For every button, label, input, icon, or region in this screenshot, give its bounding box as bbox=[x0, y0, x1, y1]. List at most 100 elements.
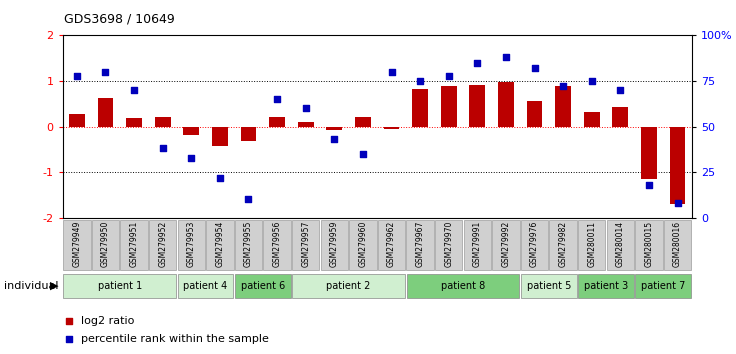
Bar bbox=[98, 98, 113, 127]
Text: patient 4: patient 4 bbox=[183, 281, 227, 291]
Text: GSM279955: GSM279955 bbox=[244, 221, 253, 267]
Text: GSM279992: GSM279992 bbox=[501, 221, 511, 267]
Text: GSM279967: GSM279967 bbox=[416, 221, 425, 267]
Point bbox=[128, 87, 140, 93]
Point bbox=[557, 84, 569, 89]
Point bbox=[357, 151, 369, 157]
Point bbox=[428, 53, 440, 58]
FancyBboxPatch shape bbox=[206, 220, 233, 270]
Text: GSM279952: GSM279952 bbox=[158, 221, 167, 267]
Bar bbox=[327, 127, 342, 130]
FancyBboxPatch shape bbox=[578, 274, 634, 298]
Bar bbox=[555, 86, 571, 127]
FancyBboxPatch shape bbox=[578, 220, 606, 270]
FancyBboxPatch shape bbox=[292, 220, 319, 270]
Point bbox=[99, 69, 111, 75]
Point bbox=[386, 69, 397, 75]
Text: GSM280016: GSM280016 bbox=[673, 221, 682, 267]
Point bbox=[586, 78, 598, 84]
Point bbox=[271, 96, 283, 102]
Bar bbox=[126, 118, 142, 127]
Point bbox=[528, 65, 540, 71]
FancyBboxPatch shape bbox=[606, 220, 634, 270]
Point bbox=[643, 182, 655, 188]
Text: GSM279957: GSM279957 bbox=[301, 221, 310, 267]
FancyBboxPatch shape bbox=[92, 220, 119, 270]
FancyBboxPatch shape bbox=[178, 274, 233, 298]
Text: patient 2: patient 2 bbox=[326, 281, 371, 291]
Text: GSM280011: GSM280011 bbox=[587, 221, 596, 267]
FancyBboxPatch shape bbox=[63, 274, 176, 298]
Bar bbox=[441, 86, 456, 127]
Bar bbox=[241, 127, 256, 141]
Bar bbox=[641, 127, 657, 179]
Point bbox=[672, 200, 684, 206]
Text: patient 3: patient 3 bbox=[584, 281, 628, 291]
FancyBboxPatch shape bbox=[378, 220, 406, 270]
FancyBboxPatch shape bbox=[664, 220, 691, 270]
Text: GSM279953: GSM279953 bbox=[187, 221, 196, 267]
Text: GSM279976: GSM279976 bbox=[530, 221, 539, 267]
FancyBboxPatch shape bbox=[149, 220, 177, 270]
FancyBboxPatch shape bbox=[549, 220, 577, 270]
FancyBboxPatch shape bbox=[492, 220, 520, 270]
Text: patient 5: patient 5 bbox=[527, 281, 571, 291]
Bar bbox=[412, 89, 428, 127]
Point bbox=[443, 73, 455, 78]
FancyBboxPatch shape bbox=[121, 220, 148, 270]
Text: GSM280014: GSM280014 bbox=[616, 221, 625, 267]
Point bbox=[500, 55, 512, 60]
FancyBboxPatch shape bbox=[321, 220, 348, 270]
Bar bbox=[298, 122, 314, 127]
FancyBboxPatch shape bbox=[406, 220, 434, 270]
Bar bbox=[670, 127, 685, 204]
Text: GSM279950: GSM279950 bbox=[101, 221, 110, 267]
Text: patient 6: patient 6 bbox=[241, 281, 285, 291]
Point bbox=[414, 78, 426, 84]
Text: patient 8: patient 8 bbox=[441, 281, 485, 291]
Point bbox=[214, 175, 226, 181]
FancyBboxPatch shape bbox=[435, 220, 462, 270]
Point bbox=[428, 220, 440, 226]
Point bbox=[615, 87, 626, 93]
Point bbox=[328, 137, 340, 142]
FancyBboxPatch shape bbox=[521, 220, 548, 270]
FancyBboxPatch shape bbox=[292, 274, 405, 298]
FancyBboxPatch shape bbox=[635, 220, 662, 270]
Bar bbox=[155, 116, 171, 127]
Text: GSM279970: GSM279970 bbox=[445, 221, 453, 267]
Point bbox=[71, 73, 82, 78]
Text: GSM280015: GSM280015 bbox=[645, 221, 654, 267]
Text: GSM279949: GSM279949 bbox=[72, 221, 82, 267]
Bar bbox=[355, 116, 371, 127]
Text: GSM279962: GSM279962 bbox=[387, 221, 396, 267]
Bar bbox=[383, 127, 400, 129]
Point bbox=[472, 60, 484, 65]
Text: patient 1: patient 1 bbox=[98, 281, 142, 291]
Point bbox=[300, 105, 311, 111]
Text: GSM279960: GSM279960 bbox=[358, 221, 367, 267]
Point bbox=[243, 197, 255, 202]
Bar bbox=[183, 127, 199, 135]
Point bbox=[185, 155, 197, 160]
Text: GSM279954: GSM279954 bbox=[216, 221, 224, 267]
Text: ▶: ▶ bbox=[49, 281, 58, 291]
Text: GDS3698 / 10649: GDS3698 / 10649 bbox=[64, 12, 174, 25]
FancyBboxPatch shape bbox=[235, 274, 291, 298]
Text: patient 7: patient 7 bbox=[641, 281, 685, 291]
Bar bbox=[470, 85, 485, 127]
Bar bbox=[498, 82, 514, 127]
Text: percentile rank within the sample: percentile rank within the sample bbox=[82, 334, 269, 344]
Text: individual: individual bbox=[4, 281, 58, 291]
Point bbox=[157, 145, 169, 151]
FancyBboxPatch shape bbox=[635, 274, 691, 298]
Text: GSM279991: GSM279991 bbox=[473, 221, 482, 267]
Text: GSM279982: GSM279982 bbox=[559, 221, 567, 267]
Bar bbox=[584, 112, 600, 127]
Bar bbox=[269, 118, 285, 127]
Text: GSM279956: GSM279956 bbox=[272, 221, 282, 267]
FancyBboxPatch shape bbox=[63, 220, 91, 270]
FancyBboxPatch shape bbox=[263, 220, 291, 270]
Text: GSM279951: GSM279951 bbox=[130, 221, 138, 267]
FancyBboxPatch shape bbox=[177, 220, 205, 270]
